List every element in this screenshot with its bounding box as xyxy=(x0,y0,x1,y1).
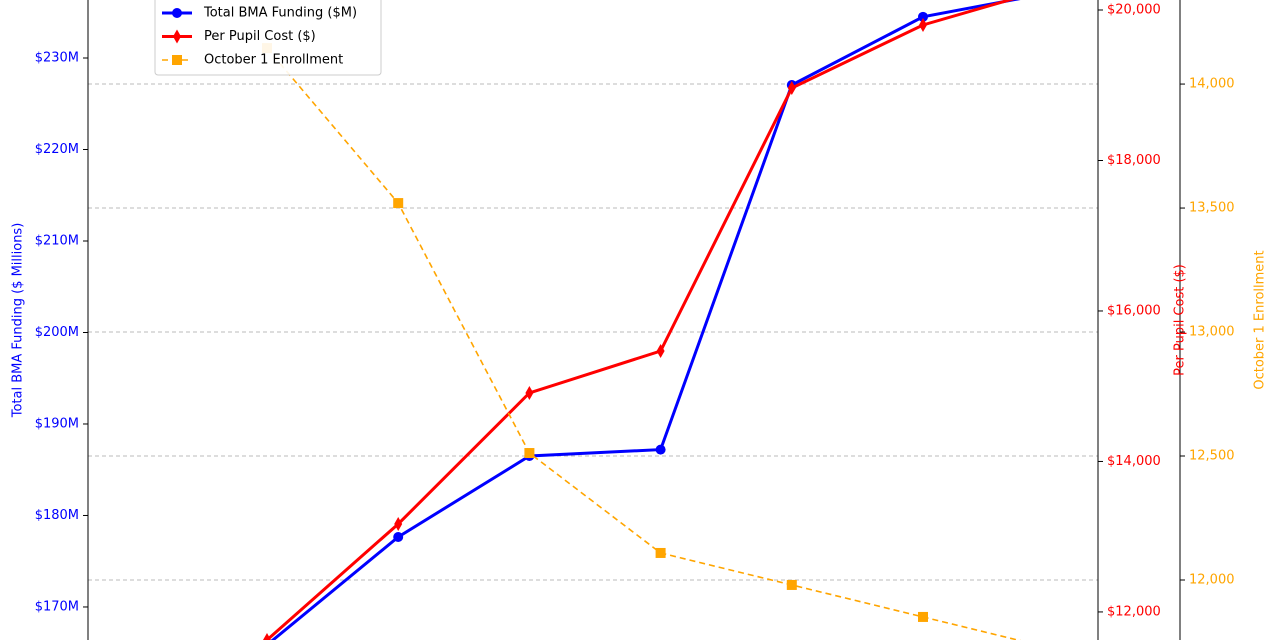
point xyxy=(655,444,666,455)
y3-tick-label: 12,000 xyxy=(1189,572,1235,587)
point xyxy=(786,579,797,590)
y2-tick-label: $20,000 xyxy=(1107,3,1161,18)
legend-label: October 1 Enrollment xyxy=(204,53,343,68)
point xyxy=(656,343,665,358)
legend-label: Per Pupil Cost ($) xyxy=(204,29,316,44)
legend-box xyxy=(154,0,382,76)
y3-tick-label: 13,500 xyxy=(1189,201,1235,216)
y-tick-label: $210M xyxy=(35,233,79,248)
y3-tick-label: 12,500 xyxy=(1189,449,1235,464)
y3-axis-label: October 1 Enrollment xyxy=(1253,250,1268,389)
y2-tick-label: $16,000 xyxy=(1107,303,1161,318)
y-tick-label: $230M xyxy=(35,51,79,66)
point xyxy=(263,633,271,640)
y3-tick-label: 14,000 xyxy=(1189,77,1235,92)
point xyxy=(394,516,403,531)
legend-label: Total BMA Funding ($M) xyxy=(203,6,357,21)
point xyxy=(655,547,666,558)
point xyxy=(393,531,404,542)
point xyxy=(787,81,796,96)
point xyxy=(393,198,404,209)
y2-tick-label: $12,000 xyxy=(1107,604,1161,619)
point xyxy=(525,385,534,400)
y-tick-label: $220M xyxy=(35,142,79,157)
y3-tick-label: 13,000 xyxy=(1189,325,1235,340)
y2-tick-label: $18,000 xyxy=(1107,153,1161,168)
point xyxy=(918,611,928,622)
y-tick-label: $190M xyxy=(35,416,79,431)
y-tick-label: $200M xyxy=(35,325,79,340)
legend-marker xyxy=(172,8,182,18)
point xyxy=(918,11,928,22)
y2-tick-label: $14,000 xyxy=(1107,454,1161,469)
point xyxy=(919,17,927,32)
point xyxy=(524,448,535,459)
legend-marker xyxy=(172,55,182,65)
y-tick-label: $180M xyxy=(35,508,79,523)
y2-axis-label: Per Pupil Cost ($) xyxy=(1173,264,1188,376)
y-tick-label: $170M xyxy=(35,599,79,614)
y-axis-label: Total BMA Funding ($ Millions) xyxy=(11,223,26,419)
legend-marker xyxy=(173,29,181,44)
